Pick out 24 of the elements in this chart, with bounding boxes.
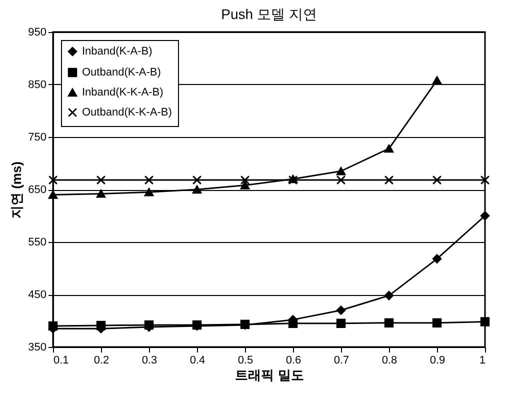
legend-label: Outband(K-K-A-B) xyxy=(82,106,172,118)
y-tick-label: 750 xyxy=(28,132,46,144)
y-tick-label: 650 xyxy=(28,184,46,196)
legend-label: Inband(K-K-A-B) xyxy=(82,86,164,98)
x-axis-title: 트래픽 밀도 xyxy=(235,368,304,382)
x-tick-label: 1 xyxy=(479,354,486,366)
x-tick-label: 0.2 xyxy=(94,354,110,366)
legend-label: Inband(K-A-B) xyxy=(82,46,152,58)
x-tick-label: 0.6 xyxy=(286,354,302,366)
x-tick-label: 0.4 xyxy=(190,354,206,366)
y-tick-label: 950 xyxy=(28,26,46,38)
y-tick-label: 550 xyxy=(28,236,46,248)
y-tick-label: 450 xyxy=(28,289,46,301)
y-axis-title: 지연 (ms) xyxy=(9,161,24,219)
x-tick-label: 0.9 xyxy=(430,354,446,366)
x-tick-label: 0.7 xyxy=(334,354,350,366)
x-tick-label: 0.8 xyxy=(382,354,398,366)
x-tick-label: 0.5 xyxy=(238,354,254,366)
y-tick-label: 350 xyxy=(28,342,46,354)
x-tick-label: 0.3 xyxy=(142,354,158,366)
chart-title: Push 모델 지연 xyxy=(221,6,317,22)
x-tick-label: 0.1 xyxy=(54,354,69,366)
legend-label: Outband(K-A-B) xyxy=(82,66,161,78)
y-tick-label: 850 xyxy=(28,79,46,91)
